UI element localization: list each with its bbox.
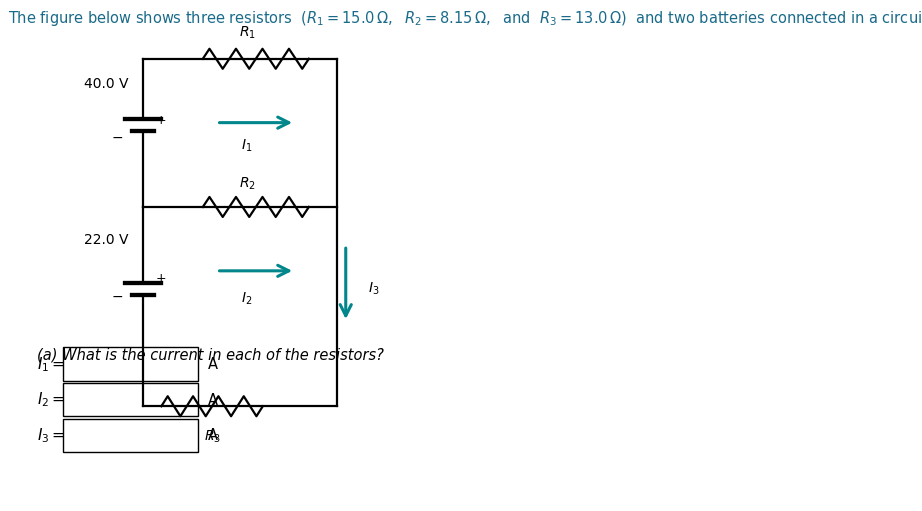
Bar xyxy=(63,347,198,381)
Text: −: − xyxy=(112,289,123,304)
Text: $R_3$: $R_3$ xyxy=(204,429,220,445)
Text: −: − xyxy=(112,131,123,145)
Text: +: + xyxy=(156,113,167,127)
Text: $I_1$: $I_1$ xyxy=(242,137,253,154)
Text: +: + xyxy=(156,272,167,285)
Text: A: A xyxy=(207,392,218,408)
Bar xyxy=(63,419,198,452)
Text: $I_2 =$: $I_2 =$ xyxy=(37,391,65,409)
Text: The figure below shows three resistors  $(R_1 = 15.0\,\Omega,$  $R_2 = 8.15\,\Om: The figure below shows three resistors $… xyxy=(8,9,922,28)
Text: (a) What is the current in each of the resistors?: (a) What is the current in each of the r… xyxy=(37,347,384,362)
Text: $R_1$: $R_1$ xyxy=(239,25,255,41)
Text: $I_3 =$: $I_3 =$ xyxy=(37,427,65,445)
Bar xyxy=(63,383,198,416)
Text: 40.0 V: 40.0 V xyxy=(84,77,128,91)
Text: A: A xyxy=(207,357,218,372)
Text: A: A xyxy=(207,428,218,444)
Text: $R_2$: $R_2$ xyxy=(239,176,255,192)
Text: $I_1 =$: $I_1 =$ xyxy=(37,355,65,374)
Text: $I_3$: $I_3$ xyxy=(368,281,379,297)
Text: $I_2$: $I_2$ xyxy=(242,291,253,307)
Text: 22.0 V: 22.0 V xyxy=(84,233,128,247)
